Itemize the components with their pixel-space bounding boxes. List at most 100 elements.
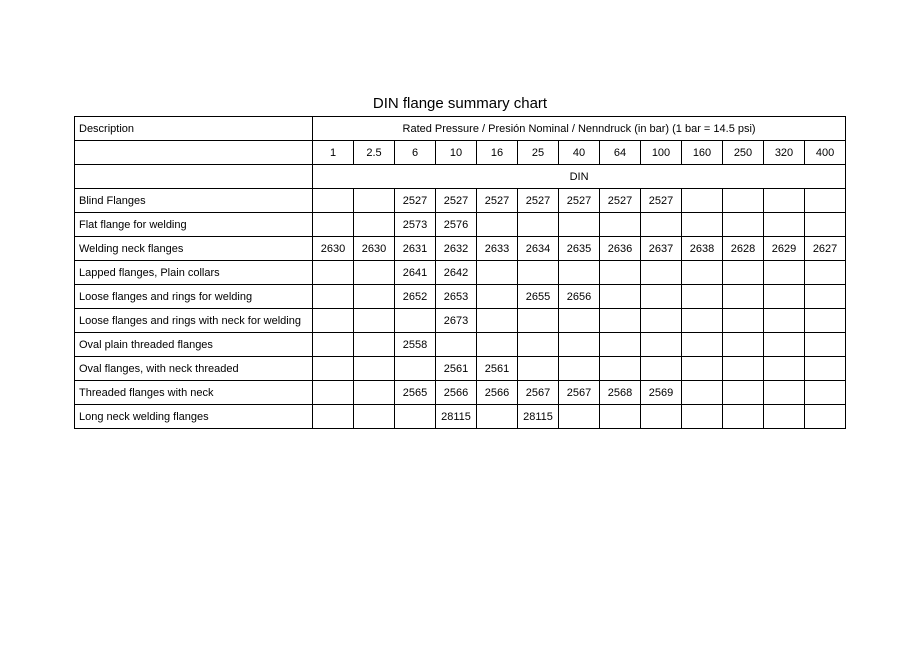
data-cell [600, 309, 641, 333]
data-cell [723, 357, 764, 381]
data-cell [559, 309, 600, 333]
data-cell: 2527 [641, 189, 682, 213]
empty-desc-cell [75, 141, 313, 165]
data-cell [354, 213, 395, 237]
data-cell [682, 381, 723, 405]
data-cell [641, 357, 682, 381]
row-label: Oval flanges, with neck threaded [75, 357, 313, 381]
data-cell: 2561 [436, 357, 477, 381]
data-cell [641, 213, 682, 237]
rated-pressure-header: Rated Pressure / Presión Nominal / Nennd… [313, 117, 846, 141]
standard-header: DIN [313, 165, 846, 189]
data-cell [313, 333, 354, 357]
data-cell [354, 405, 395, 429]
data-cell [723, 405, 764, 429]
data-cell [559, 261, 600, 285]
data-cell [559, 333, 600, 357]
data-cell [313, 261, 354, 285]
data-cell: 2631 [395, 237, 436, 261]
data-cell [805, 381, 846, 405]
data-cell [805, 357, 846, 381]
row-label: Oval plain threaded flanges [75, 333, 313, 357]
data-cell [354, 285, 395, 309]
data-cell [518, 357, 559, 381]
pressure-col: 40 [559, 141, 600, 165]
data-cell: 2636 [600, 237, 641, 261]
data-cell [682, 309, 723, 333]
data-cell: 2565 [395, 381, 436, 405]
data-cell [477, 333, 518, 357]
data-cell [559, 213, 600, 237]
page-title: DIN flange summary chart [74, 95, 846, 112]
data-cell [395, 309, 436, 333]
data-cell: 2653 [436, 285, 477, 309]
row-label: Loose flanges and rings for welding [75, 285, 313, 309]
table-row: Threaded flanges with neck25652566256625… [75, 381, 846, 405]
data-cell [723, 213, 764, 237]
pressure-col: 25 [518, 141, 559, 165]
data-cell [805, 189, 846, 213]
data-cell: 2652 [395, 285, 436, 309]
data-cell [764, 285, 805, 309]
table-row: Long neck welding flanges2811528115 [75, 405, 846, 429]
data-cell [436, 333, 477, 357]
data-cell: 2527 [600, 189, 641, 213]
empty-desc-cell [75, 165, 313, 189]
data-cell: 2634 [518, 237, 559, 261]
data-cell [354, 261, 395, 285]
data-cell [764, 333, 805, 357]
header-row-standard: DIN [75, 165, 846, 189]
data-cell: 2558 [395, 333, 436, 357]
row-label: Lapped flanges, Plain collars [75, 261, 313, 285]
data-cell: 2573 [395, 213, 436, 237]
data-cell [354, 381, 395, 405]
data-cell [395, 357, 436, 381]
table-row: Oval flanges, with neck threaded25612561 [75, 357, 846, 381]
data-cell [641, 285, 682, 309]
data-cell [805, 213, 846, 237]
pressure-col: 320 [764, 141, 805, 165]
data-cell [723, 261, 764, 285]
data-cell [764, 381, 805, 405]
data-cell [313, 213, 354, 237]
table-row: Loose flanges and rings for welding26522… [75, 285, 846, 309]
table-row: Flat flange for welding25732576 [75, 213, 846, 237]
row-label: Flat flange for welding [75, 213, 313, 237]
data-cell: 2637 [641, 237, 682, 261]
data-cell [600, 261, 641, 285]
data-cell [682, 189, 723, 213]
data-cell: 2527 [559, 189, 600, 213]
data-cell [764, 189, 805, 213]
data-cell [764, 261, 805, 285]
pressure-col: 6 [395, 141, 436, 165]
data-cell [313, 309, 354, 333]
data-cell [518, 213, 559, 237]
data-cell [600, 213, 641, 237]
pressure-col: 10 [436, 141, 477, 165]
data-cell: 2641 [395, 261, 436, 285]
data-cell [477, 261, 518, 285]
data-cell [805, 261, 846, 285]
data-cell: 2630 [354, 237, 395, 261]
data-cell: 28115 [518, 405, 559, 429]
data-cell [518, 333, 559, 357]
data-cell: 2633 [477, 237, 518, 261]
data-cell: 2656 [559, 285, 600, 309]
data-cell [805, 309, 846, 333]
data-cell: 2629 [764, 237, 805, 261]
row-label: Welding neck flanges [75, 237, 313, 261]
data-cell [600, 285, 641, 309]
data-cell [805, 285, 846, 309]
page-container: DIN flange summary chart Description Rat… [0, 0, 920, 429]
data-cell [764, 405, 805, 429]
data-cell: 2527 [395, 189, 436, 213]
pressure-col: 160 [682, 141, 723, 165]
data-cell [313, 189, 354, 213]
pressure-col: 100 [641, 141, 682, 165]
pressure-col: 250 [723, 141, 764, 165]
data-cell [682, 213, 723, 237]
data-cell: 2566 [477, 381, 518, 405]
data-cell: 2527 [436, 189, 477, 213]
data-cell: 2655 [518, 285, 559, 309]
data-cell: 2568 [600, 381, 641, 405]
